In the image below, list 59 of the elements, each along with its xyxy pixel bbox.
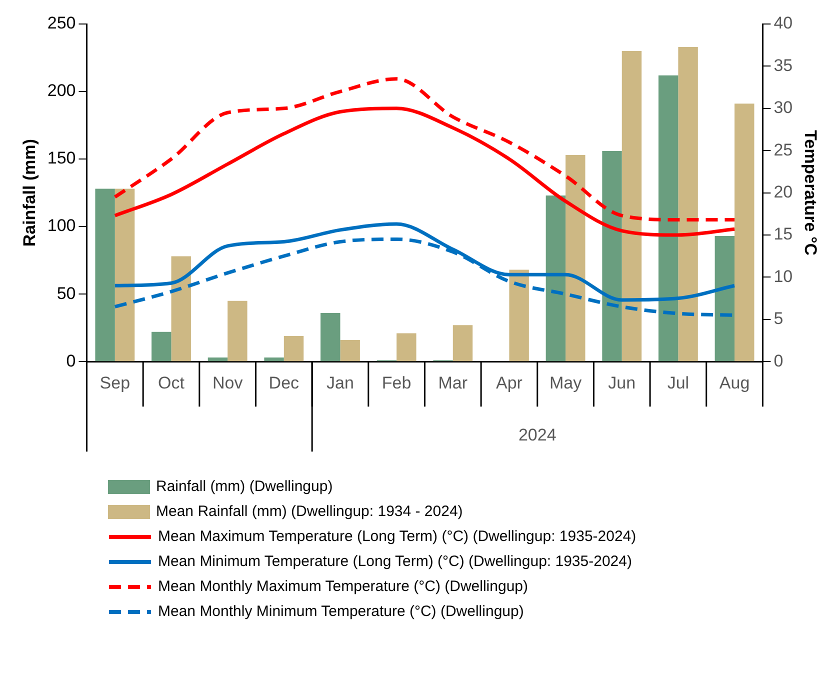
bar: [320, 312, 340, 362]
line-series: [113, 77, 736, 222]
bar: [509, 270, 529, 362]
bar: [396, 333, 416, 362]
y2-tick-label: 20: [774, 182, 793, 202]
x-tick-label: Mar: [438, 373, 468, 392]
bar: [734, 104, 754, 362]
bar: [546, 196, 566, 362]
y-tick-label: 250: [47, 14, 76, 33]
x-tick-label: Jun: [608, 373, 636, 392]
y2-tick-label: 35: [774, 56, 793, 75]
bar: [340, 340, 360, 362]
bar: [152, 332, 172, 362]
bar: [678, 46, 698, 362]
y-tick-label: 0: [66, 351, 76, 370]
x-tick-label: Oct: [158, 373, 185, 392]
text: 2024: [518, 425, 556, 444]
x-tick-label: Feb: [382, 373, 412, 392]
y2-tick-label: 30: [774, 98, 793, 118]
y-tick-label: 150: [47, 148, 76, 168]
y-tick-label: 200: [47, 81, 76, 100]
legend-label: Mean Monthly Minimum Temperature (°C) (Dwellingup): [158, 603, 524, 620]
legend-label: Mean Monthly Maximum Temperature (°C) (Dwellingup): [158, 578, 528, 595]
bar: [658, 75, 678, 362]
legend-label: Mean Maximum Temperature (Long Term) (°C) (Dwellingup: 1935-2024): [158, 528, 636, 545]
x-tick-label: Jul: [667, 373, 690, 392]
y2-tick-label: 10: [774, 266, 793, 286]
x-tick-label: May: [549, 373, 582, 392]
y-axis-title: Rainfall (mm): [20, 138, 39, 247]
y2-tick-label: 40: [774, 14, 793, 33]
x-tick-label: Jan: [326, 373, 354, 392]
bar: [95, 188, 115, 362]
bar: [622, 51, 642, 362]
x-tick-label: Apr: [496, 373, 523, 392]
bar: [284, 336, 304, 362]
y2-axis-title: Temperature °C: [801, 130, 820, 256]
y-tick-label: 100: [47, 216, 76, 236]
legend-label: Mean Rainfall (mm) (Dwellingup: 1934 - 2024): [156, 503, 463, 520]
bar: [208, 358, 228, 362]
y2-tick-label: 25: [774, 140, 793, 160]
bar: [714, 236, 735, 362]
y-tick-label: 50: [56, 284, 76, 303]
x-tick-label: Dec: [268, 373, 300, 392]
y2-tick-label: 0: [774, 351, 784, 370]
x-tick-label: Aug: [719, 373, 750, 392]
legend-label: Mean Minimum Temperature (Long Term) (°C) (Dwellingup: 1935-2024): [158, 553, 632, 570]
bar: [228, 300, 248, 362]
x-tick-label: Nov: [212, 373, 244, 392]
y2-tick-label: 5: [774, 309, 784, 328]
x-tick-label: Sep: [100, 373, 130, 392]
line-series: [113, 106, 736, 237]
y2-tick-label: 15: [774, 224, 793, 244]
bar: [452, 325, 473, 362]
bar: [602, 150, 622, 362]
bar: [114, 188, 135, 362]
bar: [264, 358, 284, 362]
bar: [171, 256, 191, 362]
legend-label: Rainfall (mm) (Dwellingup): [156, 478, 333, 495]
bar: [566, 154, 586, 362]
